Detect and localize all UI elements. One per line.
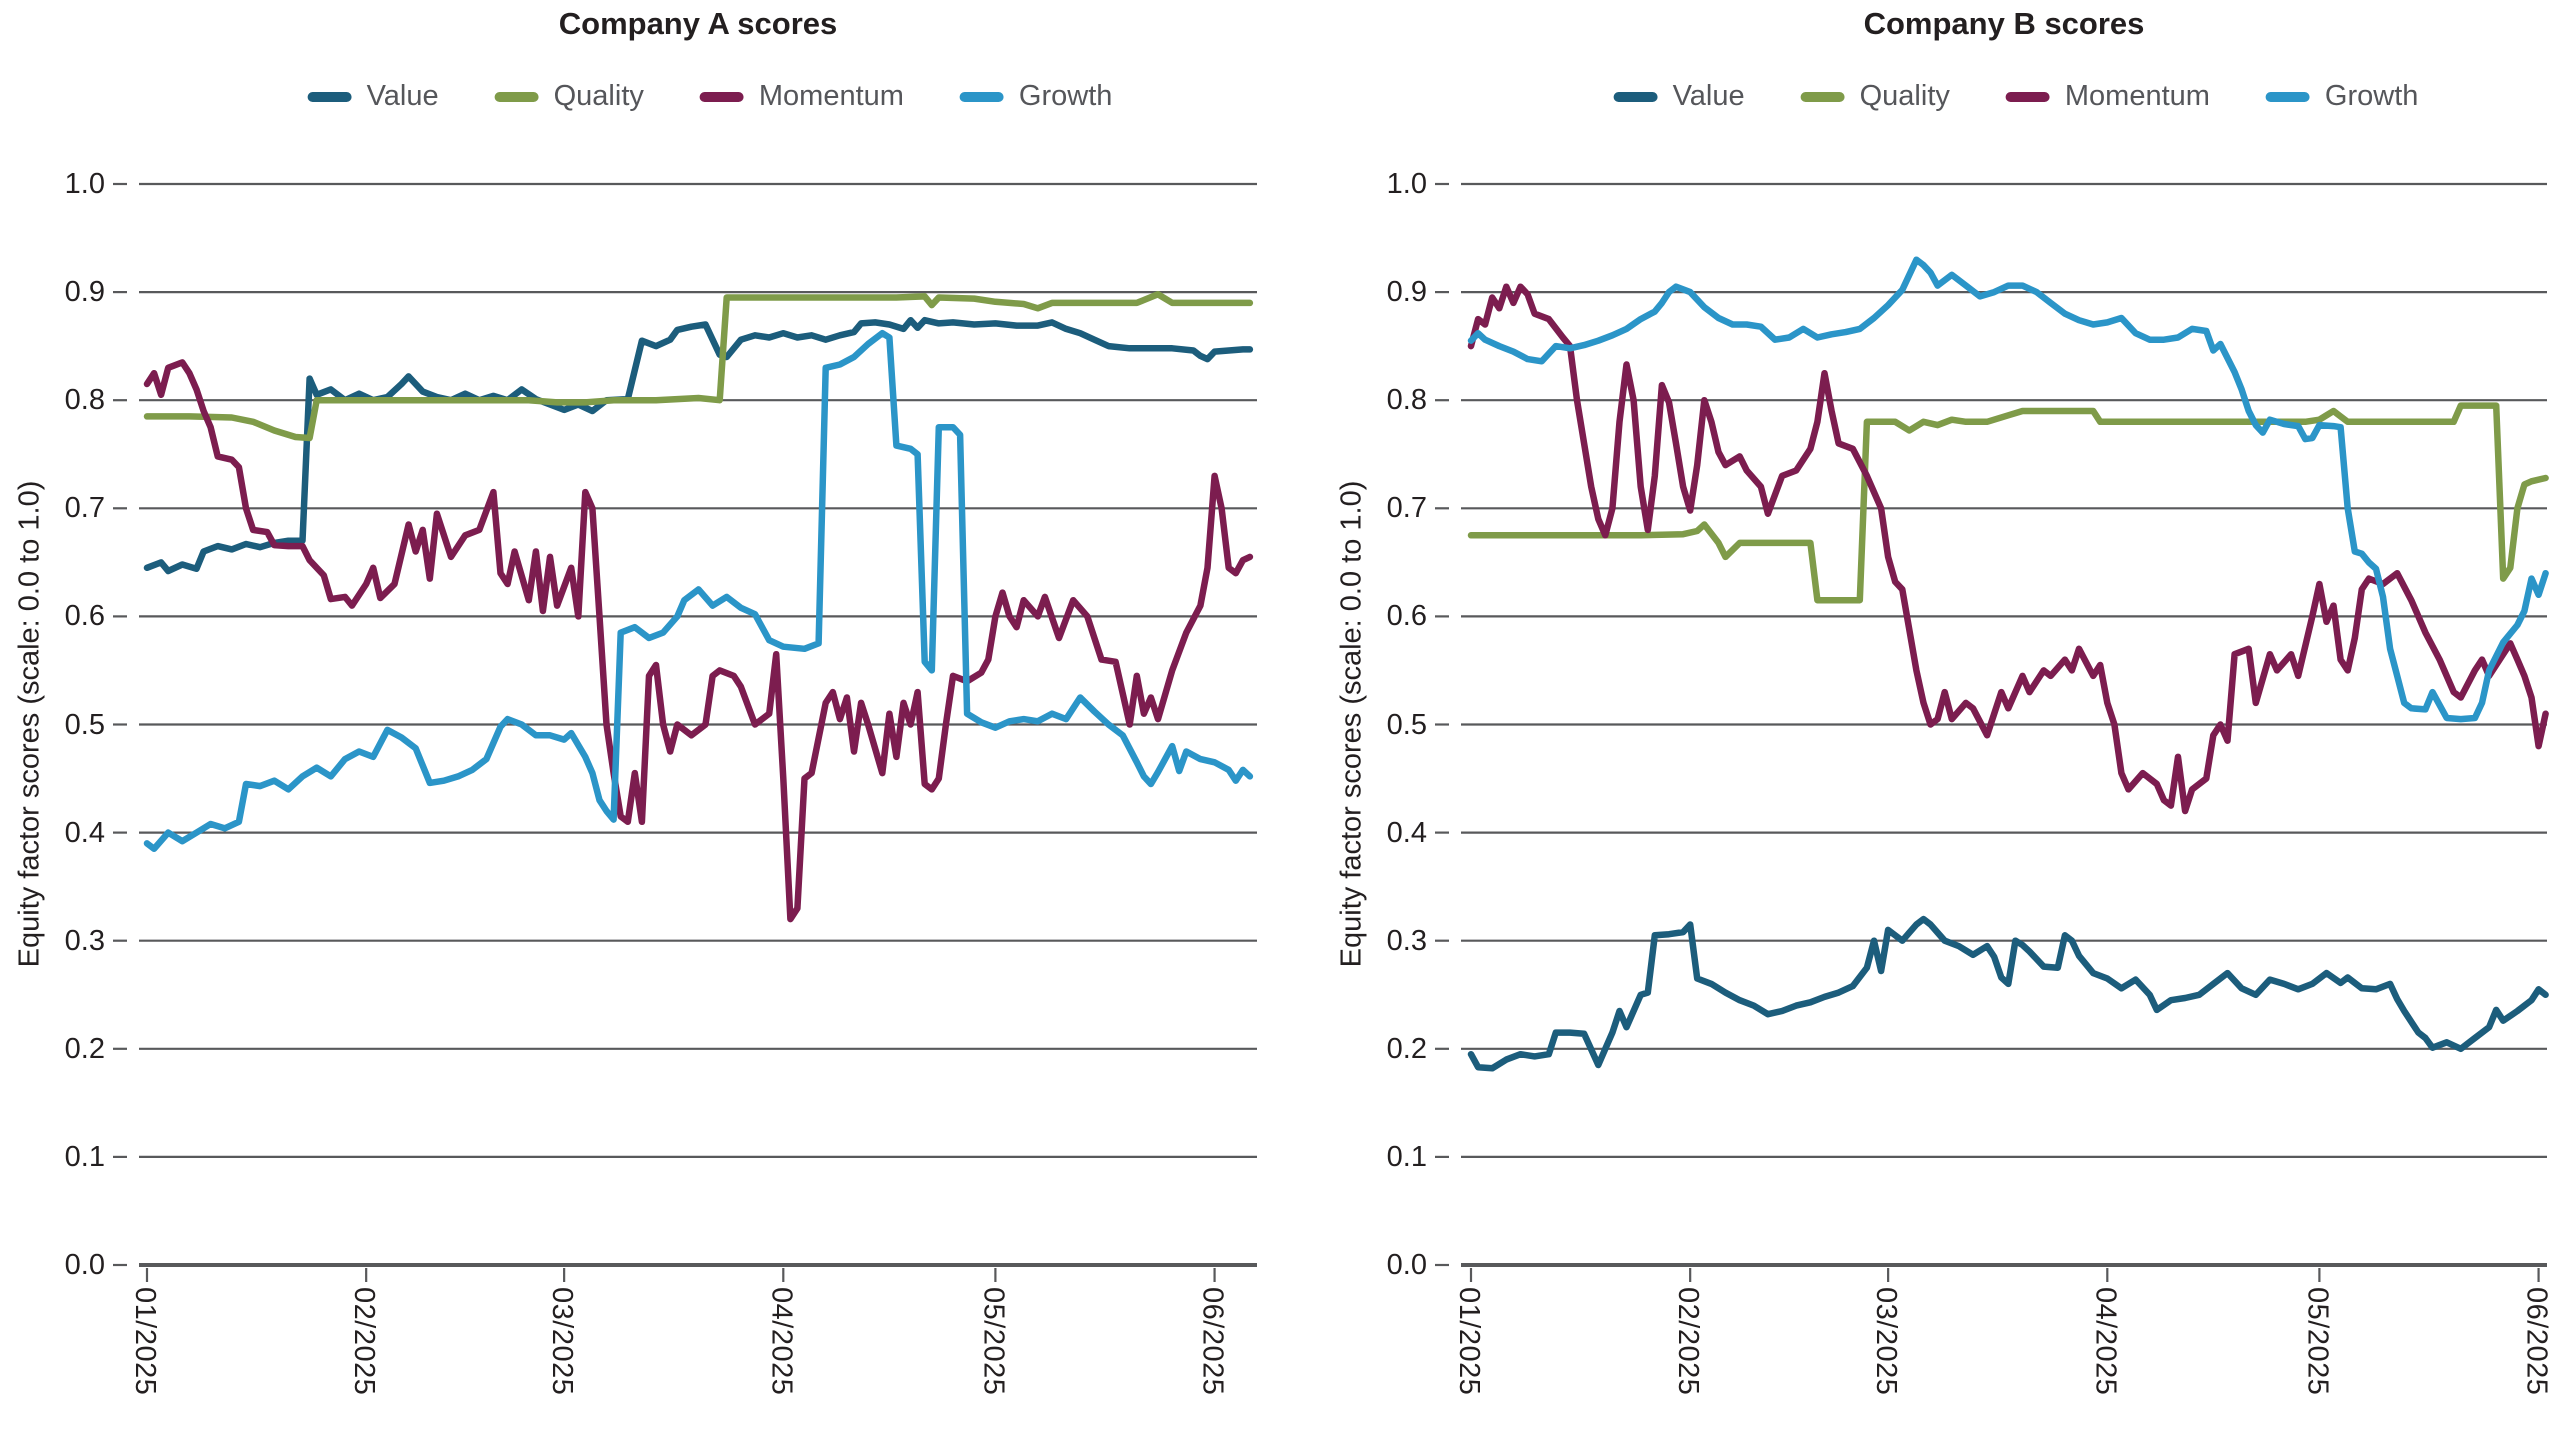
company-a-y-tick-label: 0.8 xyxy=(64,384,105,417)
company-a-y-tick-label: 1.0 xyxy=(64,168,105,200)
legend-label: Value xyxy=(1672,80,1745,112)
company-b-x-tick-label: 03/2025 xyxy=(1870,1287,1903,1396)
company-b-growth-line xyxy=(1467,256,2549,723)
company-a-y-tick-label: 0.2 xyxy=(64,1032,105,1065)
company-b-x-tick-label: 04/2025 xyxy=(2089,1287,2122,1396)
legend-label: Growth xyxy=(1018,80,1113,112)
company-b-x-tick-label: 01/2025 xyxy=(1453,1287,1485,1396)
legend-label: Quality xyxy=(553,80,644,112)
company-a-x-tick-label: 03/2025 xyxy=(546,1287,579,1396)
chart-b-legend: Value Quality Momentum Growth xyxy=(1613,80,2419,112)
company-b-y-tick-label: 0.6 xyxy=(1386,600,1427,633)
legend-item-quality: Quality xyxy=(494,80,644,112)
company-a-y-tick-label: 0.6 xyxy=(64,600,105,633)
company-b-y-tick-label: 0.4 xyxy=(1386,816,1427,849)
company-b-y-tick-label: 0.9 xyxy=(1386,276,1427,309)
growth-swatch-icon xyxy=(959,91,1004,102)
momentum-swatch-icon xyxy=(699,91,744,102)
company-b-quality-line xyxy=(1467,402,2549,604)
company-b-y-tick-label: 1.0 xyxy=(1386,168,1427,200)
company-b-x-tick-label: 05/2025 xyxy=(2301,1287,2334,1396)
company-b-y-tick-label: 0.1 xyxy=(1386,1140,1427,1173)
company-b-x-tick-label: 02/2025 xyxy=(1672,1287,1705,1396)
legend-item-quality: Quality xyxy=(1800,80,1950,112)
company-b-y-tick-label: 0.5 xyxy=(1386,708,1427,741)
company-a-y-tick-label: 0.9 xyxy=(64,276,105,309)
value-swatch-icon xyxy=(307,91,352,102)
company-b-y-tick-label: 0.8 xyxy=(1386,384,1427,417)
chart-a-legend: Value Quality Momentum Growth xyxy=(307,80,1113,112)
company-a-y-tick-label: 0.1 xyxy=(64,1140,105,1173)
company-a-x-tick-label: 04/2025 xyxy=(765,1287,798,1396)
company-a-value-line xyxy=(143,316,1254,575)
quality-swatch-icon xyxy=(494,91,539,102)
value-swatch-icon xyxy=(1613,91,1658,102)
company-a-y-tick-label: 0.5 xyxy=(64,708,105,741)
company-b-momentum-line xyxy=(1467,283,2549,815)
momentum-swatch-icon xyxy=(2005,91,2050,102)
legend-item-momentum: Momentum xyxy=(2005,80,2210,112)
company-b-y-tick-label: 0.2 xyxy=(1386,1032,1427,1065)
company-a-y-tick-label: 0.4 xyxy=(64,816,105,849)
company-b-x-tick-label: 06/2025 xyxy=(2520,1287,2553,1396)
company-b-y-tick-label: 0.3 xyxy=(1386,924,1427,957)
legend-item-momentum: Momentum xyxy=(699,80,904,112)
company-a-y-tick-label: 0.7 xyxy=(64,492,105,525)
legend-label: Momentum xyxy=(2064,80,2210,112)
company-a-x-tick-label: 02/2025 xyxy=(348,1287,381,1396)
quality-swatch-icon xyxy=(1800,91,1845,102)
company-a-x-tick-label: 01/2025 xyxy=(129,1287,161,1396)
company-b-value-line xyxy=(1467,915,2549,1072)
company-a-x-tick-label: 06/2025 xyxy=(1196,1287,1229,1396)
company-a-momentum-line xyxy=(143,359,1254,923)
company-a-y-tick-label: 0.3 xyxy=(64,924,105,957)
legend-item-growth: Growth xyxy=(959,80,1113,112)
company-b-y-tick-label: 0.7 xyxy=(1386,492,1427,525)
legend-item-value: Value xyxy=(1613,80,1745,112)
legend-label: Momentum xyxy=(758,80,904,112)
legend-label: Quality xyxy=(1859,80,1950,112)
chart-a-title: Company A scores xyxy=(558,6,838,41)
company-a-y-tick-label: 0.0 xyxy=(64,1249,105,1281)
legend-item-growth: Growth xyxy=(2265,80,2419,112)
legend-item-value: Value xyxy=(307,80,439,112)
company-a-quality-line xyxy=(143,291,1254,442)
company-b-y-tick-label: 0.0 xyxy=(1386,1249,1427,1281)
chart-b-title: Company B scores xyxy=(1863,6,2145,41)
company-a-growth-line xyxy=(143,329,1254,853)
legend-label: Value xyxy=(366,80,439,112)
legend-label: Growth xyxy=(2324,80,2419,112)
growth-swatch-icon xyxy=(2265,91,2310,102)
company-a-x-tick-label: 05/2025 xyxy=(977,1287,1010,1396)
